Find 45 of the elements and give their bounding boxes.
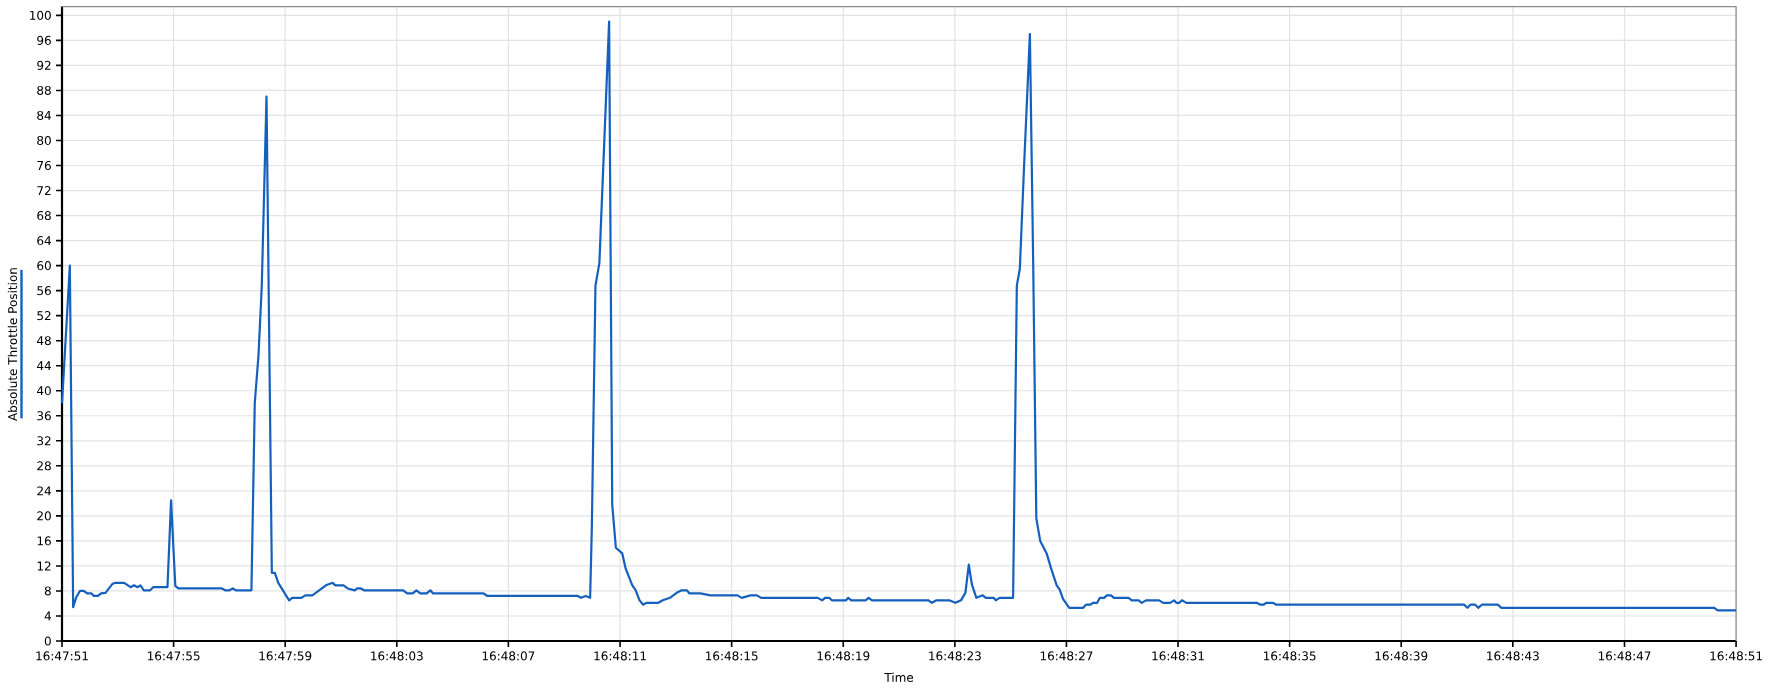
x-tick-label: 16:48:07: [482, 651, 535, 661]
y-tick-label: 60: [37, 261, 51, 271]
x-tick-label: 16:47:55: [147, 651, 200, 661]
y-tick-label: 32: [37, 436, 51, 446]
x-tick-label: 16:47:51: [36, 651, 88, 661]
y-tick-label: 36: [37, 411, 51, 421]
y-tick-label: 8: [44, 586, 51, 596]
y-tick-label: 20: [37, 511, 51, 521]
x-tick-label: 16:48:15: [706, 651, 758, 661]
x-tick-label: 16:48:23: [929, 651, 981, 661]
x-axis-title: Time: [884, 672, 914, 682]
y-tick-label: 28: [37, 461, 51, 471]
y-tick-label: 96: [37, 35, 51, 45]
y-tick-label: 76: [37, 160, 51, 171]
y-tick-label: 72: [37, 186, 51, 195]
y-tick-label: 12: [37, 561, 51, 571]
y-tick-label: 16: [37, 536, 51, 546]
x-tick-label: 16:47:59: [259, 651, 312, 661]
x-tick-label: 16:48:19: [817, 651, 870, 661]
x-tick-label: 16:48:43: [1487, 651, 1539, 661]
y-tick-label: 92: [37, 60, 51, 70]
x-tick-label: 16:48:35: [1263, 651, 1316, 661]
x-tick-label: 16:48:11: [594, 651, 646, 661]
y-tick-label: 88: [37, 85, 51, 95]
y-tick-label: 64: [37, 236, 51, 246]
y-tick-label: 68: [37, 211, 51, 221]
y-tick-label: 100: [30, 10, 51, 20]
y-tick-label: 40: [36, 386, 51, 396]
x-tick-label: 16:48:39: [1375, 651, 1428, 661]
line-series: [60, 20, 1738, 612]
y-tick-label: 24: [37, 486, 51, 496]
y-tick-label: 44: [36, 361, 51, 371]
x-tick-label: 16:48:03: [371, 651, 423, 661]
x-tick-label: 16:48:47: [1598, 651, 1651, 661]
y-tick-label: 0: [44, 636, 51, 646]
y-tick-label: 52: [37, 311, 51, 321]
y-tick-label: 80: [37, 135, 51, 146]
y-axis-title: Absolute Throttle Position: [7, 268, 18, 421]
y-tick-label: 84: [37, 110, 51, 120]
y-tick-label: 4: [44, 611, 51, 621]
x-tick-label: 16:48:31: [1152, 651, 1204, 661]
x-tick-label: 16:48:51: [1710, 651, 1762, 661]
y-tick-label: 56: [37, 286, 51, 296]
x-tick-label: 16:48:27: [1040, 651, 1093, 661]
y-tick-label: 48: [36, 336, 51, 346]
